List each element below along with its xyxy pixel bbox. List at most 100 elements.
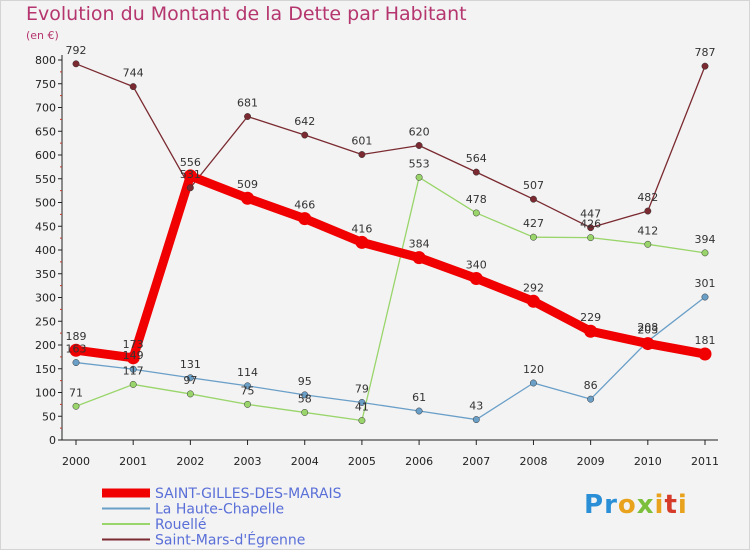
data-label: 642 xyxy=(294,115,315,128)
legend-label: La Haute-Chapelle xyxy=(155,502,284,518)
series-point xyxy=(301,391,309,399)
y-tick-label: 200 xyxy=(35,339,56,352)
series-point xyxy=(526,294,540,308)
y-tick-label: 300 xyxy=(35,292,56,305)
series-point xyxy=(644,207,652,215)
series-point xyxy=(183,169,197,183)
series-line xyxy=(75,296,706,421)
data-label: 394 xyxy=(695,233,716,246)
series-point xyxy=(587,224,595,232)
y-tick-label: 700 xyxy=(35,102,56,115)
data-label: 507 xyxy=(523,179,544,192)
series-point xyxy=(530,233,537,241)
data-label: 792 xyxy=(66,44,87,57)
legend-label: Rouellé xyxy=(155,517,207,533)
x-tick-label: 2003 xyxy=(234,455,262,468)
data-label: 744 xyxy=(123,67,144,80)
series-point xyxy=(358,417,366,424)
series-lines xyxy=(71,63,710,422)
data-label: 482 xyxy=(637,191,658,204)
series-point xyxy=(530,195,537,203)
data-label: 97 xyxy=(183,374,197,387)
series-point xyxy=(358,151,366,158)
data-label: 564 xyxy=(466,152,487,165)
data-label: 531 xyxy=(180,168,201,181)
data-label: 620 xyxy=(409,126,430,139)
data-label: 71 xyxy=(69,386,83,399)
series-point xyxy=(415,173,423,181)
series-line xyxy=(71,171,710,363)
series-point xyxy=(298,212,312,226)
data-label: 427 xyxy=(523,217,544,230)
data-label: 681 xyxy=(237,97,258,110)
series-point xyxy=(701,293,709,301)
x-tick-label: 2006 xyxy=(405,455,433,468)
y-tick-label: 250 xyxy=(35,315,56,328)
x-tick-label: 2001 xyxy=(119,455,147,468)
data-label: 149 xyxy=(123,349,144,362)
legend-label: Saint-Mars-d'Égrenne xyxy=(155,532,305,549)
series-point xyxy=(644,240,652,248)
data-label: 229 xyxy=(580,311,601,324)
data-label: 114 xyxy=(237,366,258,379)
data-label: 163 xyxy=(66,343,87,356)
series-point xyxy=(301,131,309,139)
y-tick-label: 100 xyxy=(35,387,56,400)
series-points xyxy=(69,60,712,424)
data-label: 173 xyxy=(123,338,144,351)
series-point xyxy=(701,249,709,257)
series-point xyxy=(641,337,655,351)
data-label: 75 xyxy=(241,384,255,397)
series-point xyxy=(415,142,423,149)
series-point xyxy=(584,324,598,338)
x-tick-label: 2010 xyxy=(634,455,662,468)
chart-subtitle: (en €) xyxy=(26,29,59,42)
data-label: 58 xyxy=(298,392,312,405)
series-line xyxy=(75,63,706,229)
y-tick-label: 550 xyxy=(35,173,56,186)
data-label: 86 xyxy=(584,379,598,392)
data-label: 189 xyxy=(66,330,87,343)
data-label: 601 xyxy=(351,135,372,148)
data-label: 203 xyxy=(637,324,658,337)
y-tick-label: 500 xyxy=(35,197,56,210)
series-point xyxy=(244,400,251,408)
chart-axes: 0 50 100 150 200 250 300 350 400 450 500 550 600 650 7… xyxy=(35,54,719,468)
data-label: 384 xyxy=(409,238,430,251)
data-label: 787 xyxy=(695,46,716,59)
data-label: 416 xyxy=(351,222,372,235)
y-tick-label: 400 xyxy=(35,244,56,257)
series-point xyxy=(244,382,251,390)
data-label: 120 xyxy=(523,363,544,376)
series-point xyxy=(301,409,309,416)
series-point xyxy=(415,407,423,415)
proxiti-logo: Proxiti xyxy=(584,490,688,520)
series-point xyxy=(244,113,251,120)
x-tick-label: 2008 xyxy=(519,455,547,468)
series-point xyxy=(355,235,369,249)
series-point xyxy=(412,251,426,265)
series-point xyxy=(186,184,194,192)
series-point xyxy=(698,347,712,361)
y-tick-label: 750 xyxy=(35,78,56,91)
data-label: 95 xyxy=(298,375,312,388)
series-point xyxy=(530,379,537,387)
series-point xyxy=(186,374,194,382)
series-point xyxy=(358,399,366,406)
y-tick-label: 350 xyxy=(35,268,56,281)
data-label: 181 xyxy=(695,334,716,347)
series-point xyxy=(701,62,709,70)
data-label: 41 xyxy=(355,401,369,414)
data-label: 79 xyxy=(355,382,369,395)
series-point xyxy=(587,234,595,242)
data-label: 117 xyxy=(123,364,144,377)
data-label: 466 xyxy=(294,199,315,212)
data-label: 208 xyxy=(637,321,658,334)
data-label: 553 xyxy=(409,157,430,170)
series-point xyxy=(72,60,80,68)
data-label: 43 xyxy=(469,400,483,413)
y-tick-label: 150 xyxy=(35,363,56,376)
